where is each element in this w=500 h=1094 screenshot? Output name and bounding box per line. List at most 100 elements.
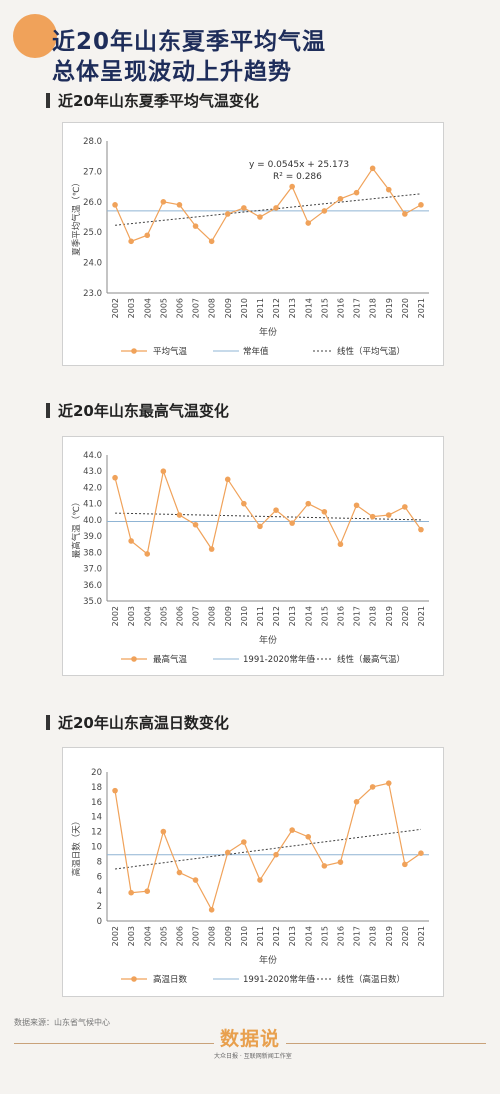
x-tick-label: 2021 (417, 298, 426, 318)
x-tick-label: 2008 (208, 926, 217, 946)
legend-label-normal: 常年值 (243, 346, 269, 357)
x-tick-label: 2016 (336, 926, 345, 946)
y-tick-label: 10 (91, 843, 102, 853)
data-point (305, 220, 312, 226)
x-tick-label: 2017 (353, 298, 362, 318)
x-tick-label: 2015 (320, 606, 329, 626)
data-point (176, 512, 183, 518)
x-tick-label: 2003 (127, 298, 136, 318)
data-point (369, 165, 376, 172)
legend-marker-series (131, 348, 137, 354)
x-tick-label: 2008 (208, 606, 217, 626)
y-tick-label: 4 (97, 887, 102, 897)
section-title-text: 近20年山东最高气温变化 (58, 402, 229, 420)
y-axis-label: 最高气温（℃） (71, 498, 82, 559)
y-tick-label: 2 (97, 902, 102, 912)
y-tick-label: 28.0 (83, 137, 102, 147)
legend-marker-series (131, 656, 137, 662)
data-point (337, 859, 344, 865)
x-tick-label: 2012 (272, 298, 281, 318)
data-point (418, 850, 424, 857)
data-point (337, 195, 344, 202)
data-point (192, 521, 199, 528)
data-point (369, 784, 376, 790)
y-tick-label: 38.0 (83, 548, 102, 558)
data-point (257, 523, 263, 530)
trend-line (114, 193, 422, 226)
x-tick-label: 2010 (240, 298, 249, 318)
x-axis-label: 年份 (259, 634, 277, 646)
x-tick-label: 2006 (175, 606, 184, 626)
chart-avg-temp: 23.0 24.0 25.0 26.0 27.0 28.0 夏季平均气温（℃） 2002 200… (71, 137, 429, 357)
data-point (192, 223, 199, 229)
x-tick-label: 2011 (256, 926, 265, 946)
x-tick-label: 2014 (304, 298, 313, 318)
data-point (224, 476, 231, 483)
data-point (208, 907, 215, 913)
legend-label-series: 高温日数 (153, 974, 188, 985)
legend-marker-series (131, 976, 137, 982)
section-bar-icon (46, 93, 50, 108)
x-tick-label: 2010 (240, 606, 249, 626)
data-point (402, 504, 408, 510)
x-tick-label: 2011 (256, 606, 265, 626)
data-point (321, 508, 328, 515)
x-tick-label: 2005 (159, 298, 168, 318)
y-tick-label: 36.0 (83, 581, 102, 591)
x-tick-label: 2010 (240, 926, 249, 946)
data-point (273, 507, 279, 513)
x-tick-label: 2009 (224, 298, 233, 318)
x-tick-label: 2012 (272, 926, 281, 946)
y-tick-label: 20 (91, 768, 102, 778)
x-tick-label: 2004 (143, 926, 152, 946)
data-point (144, 888, 151, 894)
data-point (385, 780, 392, 786)
data-point (273, 205, 279, 211)
data-point (160, 468, 167, 475)
y-tick-label: 40.0 (83, 516, 102, 526)
data-point (208, 238, 215, 245)
section-title-hot-days: 近20年山东高温日数变化 (46, 712, 229, 733)
legend-label-trend: 线性（最高气温） (337, 654, 405, 665)
section-title-avg-temp: 近20年山东夏季平均气温变化 (46, 90, 259, 111)
trend-equation: y = 0.0545x + 25.173 (249, 160, 349, 170)
x-tick-label: 2018 (369, 926, 378, 946)
x-tick-label: 2002 (111, 606, 120, 626)
data-point (160, 199, 167, 205)
legend-label-trend: 线性（高温日数） (337, 974, 405, 985)
series-line (114, 468, 422, 556)
data-point (176, 869, 183, 876)
x-tick-label: 2003 (127, 606, 136, 626)
data-point (128, 238, 134, 245)
y-tick-label: 41.0 (83, 500, 102, 510)
y-tick-label: 42.0 (83, 483, 102, 493)
data-point (273, 851, 279, 858)
x-tick-label: 2018 (369, 298, 378, 318)
data-point (402, 861, 408, 868)
x-tick-label: 2005 (159, 926, 168, 946)
section-bar-icon (46, 403, 50, 418)
x-tick-label: 2012 (272, 606, 281, 626)
y-tick-label: 14 (91, 813, 102, 823)
data-point (369, 513, 376, 520)
header-circle-decoration (13, 14, 57, 58)
data-point (289, 827, 295, 833)
y-tick-label: 26.0 (83, 198, 102, 208)
y-tick-label: 35.0 (83, 597, 102, 607)
x-tick-label: 2011 (256, 298, 265, 318)
chart-panel-max-temp: 35.0 36.0 37.0 38.0 39.0 40.0 41.0 42.0 43.0 44.0… (62, 436, 444, 676)
x-axis-label: 年份 (259, 326, 277, 338)
data-point (112, 202, 118, 208)
section-bar-icon (46, 715, 50, 730)
series-line (114, 167, 422, 243)
data-point (385, 186, 392, 193)
data-point (112, 474, 118, 481)
data-point (289, 520, 295, 526)
page-title-line-1: 近20年山东夏季平均气温 (52, 29, 327, 55)
data-point (385, 512, 392, 518)
x-tick-label: 2019 (385, 606, 394, 626)
x-tick-label: 2014 (304, 606, 313, 626)
x-tick-label: 2021 (417, 606, 426, 626)
series-line (114, 782, 422, 912)
x-tick-label: 2009 (224, 606, 233, 626)
